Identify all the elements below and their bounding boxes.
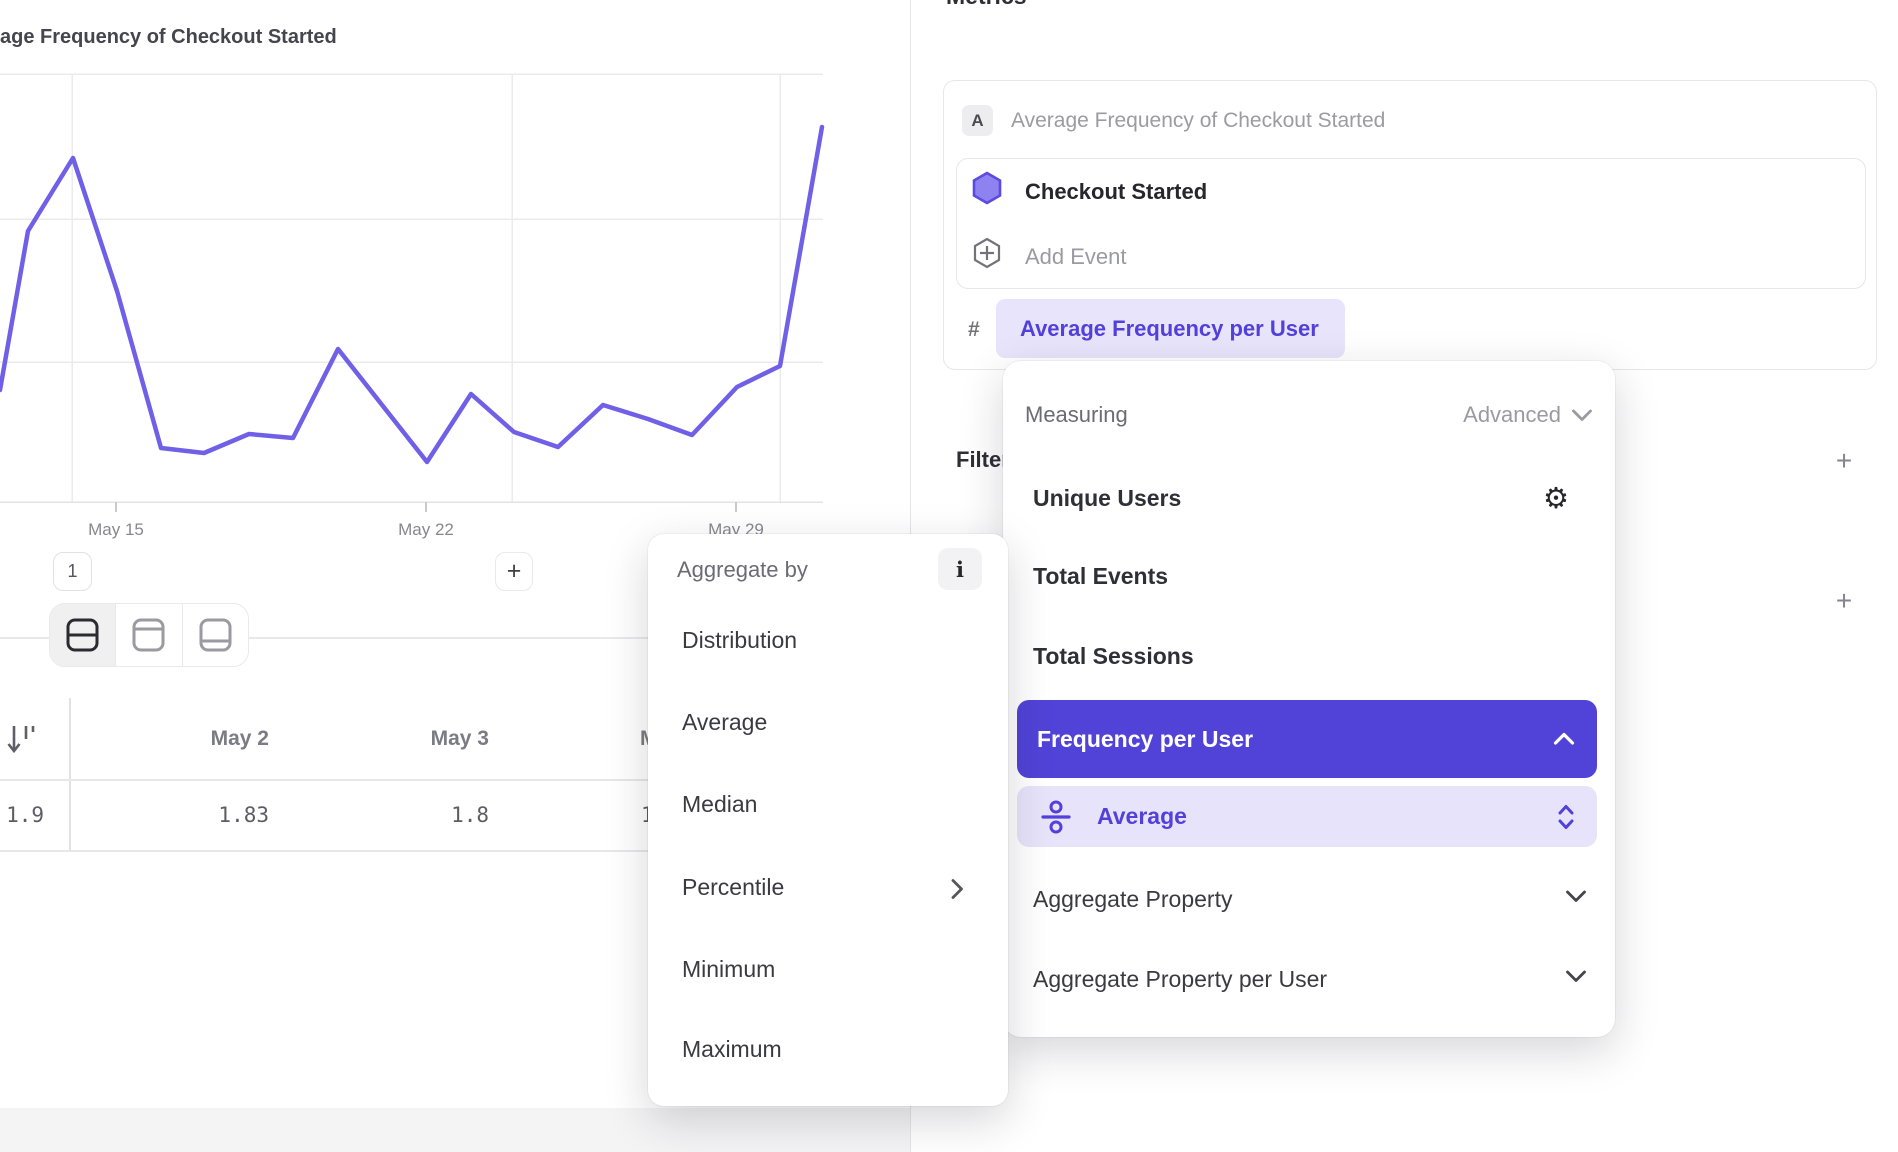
submenu-item-maximum[interactable]: Maximum [682,1036,782,1062]
event-box: Checkout Started Add Event [956,158,1866,289]
gear-icon[interactable]: ⚙ [1543,483,1569,515]
add-filter-button[interactable]: + [1824,441,1864,481]
submenu-item-distribution[interactable]: Distribution [682,627,798,653]
view-toggle-chart-and-table[interactable] [50,604,117,666]
plus-icon: + [1835,585,1853,616]
metrics-card: A Average Frequency of Checkout Started … [943,80,1877,370]
split-bottom-view-icon [199,618,232,652]
table-cell-may3: 1.8 [451,803,489,827]
numeric-hash-label: # [968,318,980,341]
split-middle-view-icon [66,618,99,652]
aggregation-select-average[interactable]: Average [1017,786,1597,847]
add-event-button[interactable]: Add Event [1025,244,1127,269]
chevron-down-icon [1572,409,1592,421]
submenu-item-percentile[interactable]: Percentile [682,874,785,900]
metric-letter-badge: A [962,105,993,136]
advanced-label: Advanced [1463,402,1561,427]
view-toggle-table-only[interactable] [182,604,248,666]
plus-icon: + [1835,445,1853,476]
add-annotation-button[interactable]: + [495,552,533,591]
selected-item-label: Frequency per User [1037,725,1254,752]
measuring-dropdown-menu: Measuring Advanced Unique Users ⚙ Total … [1003,361,1615,1037]
interval-value: 1 [67,561,78,581]
filter-section-title: Filter [956,447,1010,472]
menu-item-aggregate-property[interactable]: Aggregate Property [1033,886,1233,912]
measurement-pill-label: Average Frequency per User [1020,315,1319,341]
submenu-item-median[interactable]: Median [682,791,758,817]
sort-button[interactable] [6,722,38,758]
menu-item-unique-users[interactable]: Unique Users [1033,485,1182,511]
advanced-toggle[interactable]: Advanced [1463,402,1593,428]
chevron-up-icon [1553,732,1575,745]
up-down-chevrons-icon [1558,804,1574,829]
sort-descending-icon [7,726,35,754]
aggregation-label: Average [1097,803,1187,829]
measurement-pill[interactable]: Average Frequency per User [996,299,1345,358]
view-toggle-group [49,603,249,667]
aggregate-by-submenu: Aggregate by i Distribution Average Medi… [648,534,1008,1106]
table-row-rule [0,850,910,852]
measuring-header: Measuring [1025,402,1128,427]
split-top-view-icon [132,618,165,652]
chevron-right-icon [951,879,963,899]
plus-icon: + [506,557,522,585]
table-cell-may2: 1.83 [218,803,269,827]
table-header-rule [0,779,910,781]
menu-item-frequency-per-user-selected[interactable]: Frequency per User [1017,700,1597,778]
chart-table-divider [0,637,910,639]
table-cell-summary: 1.9 [6,803,44,827]
metric-title[interactable]: Average Frequency of Checkout Started [1011,109,1386,132]
event-hexagon-icon [969,170,1005,206]
svg-text:May 15: May 15 [88,520,144,539]
menu-item-aggregate-property-per-user[interactable]: Aggregate Property per User [1033,966,1328,992]
table-column-divider [69,698,71,850]
aggregate-by-header: Aggregate by [677,557,808,582]
chevron-down-icon[interactable] [1565,969,1587,983]
svg-text:May 22: May 22 [398,520,454,539]
view-toggle-chart-only[interactable] [116,604,183,666]
submenu-item-minimum[interactable]: Minimum [682,956,776,982]
chevron-down-icon[interactable] [1565,889,1587,903]
menu-item-total-sessions[interactable]: Total Sessions [1033,643,1194,669]
table-header-may3[interactable]: May 3 [430,727,489,750]
add-event-icon [969,235,1005,271]
division-icon [1041,800,1071,833]
table-header-may2[interactable]: May 2 [210,727,269,750]
menu-item-total-events[interactable]: Total Events [1033,563,1169,589]
interval-stepper[interactable]: 1 [53,552,92,591]
event-name[interactable]: Checkout Started [1025,179,1208,204]
chart-title: age Frequency of Checkout Started [0,26,337,48]
add-breakdown-button[interactable]: + [1824,581,1864,621]
metrics-section-title: Metrics [946,0,1106,9]
frequency-line-chart: May 15 May 22 May 29 [0,73,825,539]
info-icon[interactable]: i [938,548,982,590]
submenu-item-average[interactable]: Average [682,709,768,735]
